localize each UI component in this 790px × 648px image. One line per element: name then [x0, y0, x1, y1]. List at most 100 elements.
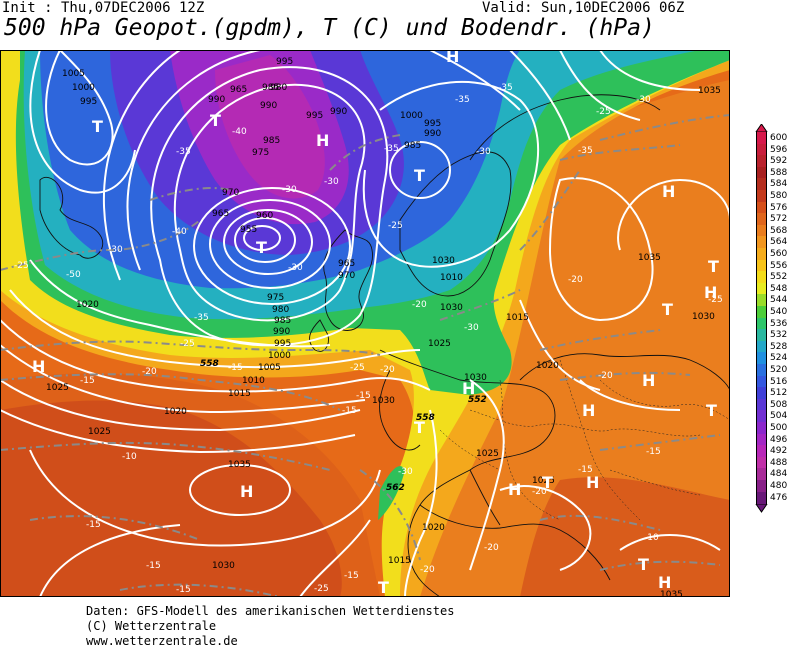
pressure-label: 1020	[76, 300, 99, 310]
field-orange-east	[420, 80, 730, 597]
pressure-label: 1005	[62, 69, 85, 79]
legend-row: 520	[752, 364, 790, 376]
legend-row: 512	[752, 387, 790, 400]
pressure-centers: H H H H H H H H H H H H T T T T T T T T …	[32, 50, 719, 597]
legend-swatch	[756, 410, 767, 423]
low-center: T	[414, 418, 425, 437]
high-center: H	[32, 357, 45, 376]
pressure-label: 995	[274, 339, 291, 349]
pressure-label: 1030	[440, 303, 463, 313]
low-center: T	[414, 166, 425, 185]
temp-label: -20	[598, 371, 613, 381]
legend-row: 544	[752, 294, 790, 307]
legend-row: 568	[752, 224, 790, 237]
pressure-label: 985	[274, 316, 291, 326]
legend-swatch	[756, 213, 767, 226]
legend-row: 552	[752, 271, 790, 284]
pressure-label: 1000	[268, 351, 291, 361]
high-center: H	[704, 283, 717, 302]
page-title: 500 hPa Geopot.(gpdm), T (C) und Bodendr…	[4, 15, 655, 41]
footer-url: www.wetterzentrale.de	[86, 634, 238, 648]
legend-row: 588	[752, 166, 790, 179]
legend-swatch	[756, 317, 767, 330]
pressure-label: 1020	[164, 407, 187, 417]
legend-swatch	[756, 329, 767, 342]
pressure-label: 965	[230, 85, 247, 95]
legend-swatch	[756, 422, 767, 434]
legend-swatch	[756, 236, 767, 249]
legend-row: 592	[752, 155, 790, 168]
pressure-label: 1005	[258, 363, 281, 373]
pressure-label: 990	[208, 95, 225, 105]
footer-copyright: (C) Wetterzentrale	[86, 619, 217, 633]
high-center: H	[446, 50, 459, 66]
legend-swatch	[756, 480, 767, 492]
temp-label: -10	[644, 533, 659, 543]
legend-row: 536	[752, 317, 790, 330]
pressure-label: 990	[273, 327, 290, 337]
legend-swatch	[756, 294, 767, 307]
high-center: H	[316, 131, 329, 150]
pressure-label: 1035	[660, 590, 683, 597]
temp-label: -35	[498, 83, 513, 93]
legend-swatch	[756, 178, 767, 191]
legend-label: 560	[770, 249, 788, 259]
pressure-label: 990	[424, 129, 441, 139]
temp-label: -15	[228, 363, 243, 373]
low-center: T	[256, 238, 267, 257]
high-center: H	[642, 371, 655, 390]
legend-label: 600	[770, 133, 788, 143]
pressure-label: 1020	[422, 523, 445, 533]
legend-swatch	[756, 224, 767, 237]
pressure-label: 990	[260, 101, 277, 111]
legend-row: 484	[752, 468, 790, 481]
pressure-label: 995	[276, 57, 293, 67]
legend-label: 536	[770, 318, 788, 329]
legend-row: 600	[752, 132, 790, 144]
legend-label: 492	[770, 446, 788, 457]
temp-label: -20	[380, 365, 395, 375]
temp-label: -35	[176, 147, 191, 157]
legend-label: 508	[770, 399, 788, 410]
legend-swatch	[756, 143, 767, 156]
legend-label: 528	[770, 341, 788, 352]
legend-swatch	[756, 190, 767, 202]
legend-row: 540	[752, 306, 790, 318]
temp-label: -35	[578, 146, 593, 156]
temp-label: -20	[142, 367, 157, 377]
isobars	[0, 50, 730, 597]
pressure-label: 1025	[532, 476, 555, 486]
legend-label: 520	[770, 365, 788, 375]
temp-label: -15	[342, 406, 357, 416]
temp-label: -15	[86, 520, 101, 530]
pressure-label: 1000	[72, 83, 95, 93]
legend-label: 592	[770, 156, 788, 167]
temp-label: -30	[464, 323, 479, 333]
low-center: T	[542, 473, 553, 492]
legend-swatch	[756, 201, 767, 214]
legend-label: 500	[770, 423, 788, 433]
legend-swatch	[756, 364, 767, 376]
coastlines	[39, 94, 730, 597]
init-time: Init : Thu,07DEC2006 12Z	[2, 0, 205, 16]
temp-label: -25	[708, 295, 723, 305]
legend-swatch	[756, 306, 767, 318]
legend-row: 508	[752, 398, 790, 411]
pressure-label: 965	[212, 209, 229, 219]
legend-swatch	[756, 166, 767, 179]
pressure-label: 995	[424, 119, 441, 129]
legend-row: 548	[752, 282, 790, 295]
legend-swatch	[756, 132, 767, 144]
pressure-label: 990	[330, 107, 347, 117]
pressure-label: 1010	[440, 273, 463, 283]
legend-swatch	[756, 398, 767, 411]
pressure-label: 1025	[476, 449, 499, 459]
pressure-label: 1015	[388, 556, 411, 566]
temp-label: -25	[388, 221, 403, 231]
high-center: H	[586, 473, 599, 492]
temp-label: -15	[80, 376, 95, 386]
temp-label: -25	[180, 339, 195, 349]
legend-label: 544	[770, 295, 788, 306]
high-center: H	[662, 182, 675, 201]
legend-row: 524	[752, 352, 790, 365]
